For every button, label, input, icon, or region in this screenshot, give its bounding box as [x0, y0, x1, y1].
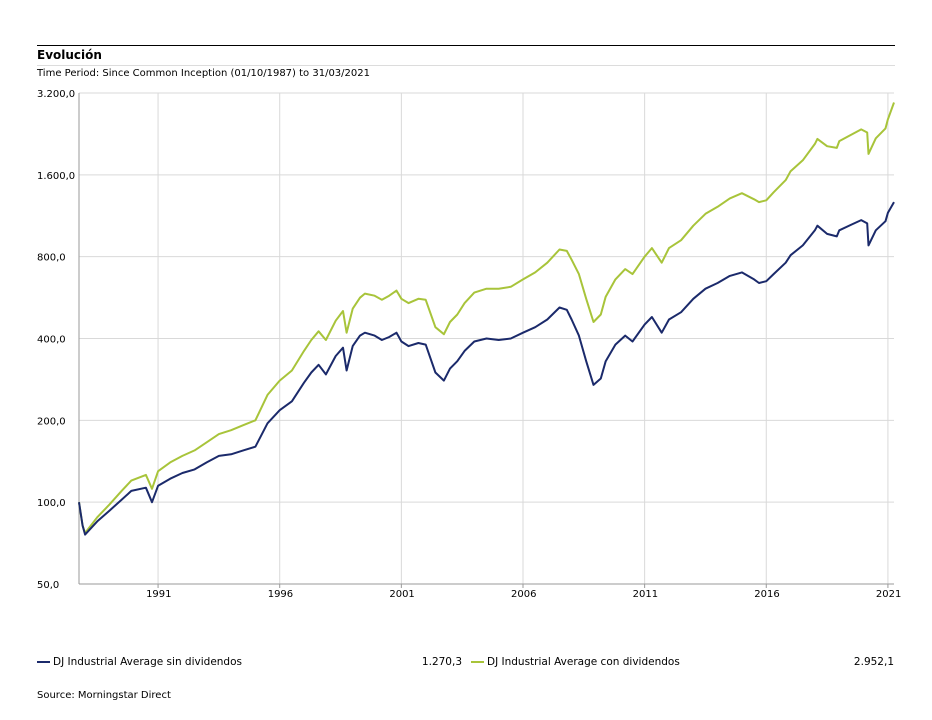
x-tick-label: 2011: [633, 589, 658, 600]
y-tick-label: 50,0: [37, 580, 59, 591]
x-tick-label: 2006: [511, 589, 536, 600]
legend-item-sin-dividendos: DJ Industrial Average sin dividendos: [37, 656, 242, 668]
subtitle-rule: [37, 65, 895, 66]
y-tick-label: 800,0: [37, 253, 66, 264]
x-tick-label: 1991: [146, 589, 171, 600]
line-chart: 50,0 100,0 200,0 400,0 800,0 1.600,0 3.200,0 19…: [37, 89, 901, 600]
y-tick-label: 3.200,0: [37, 89, 75, 100]
header-rule: [37, 45, 895, 46]
legend-label-sin-dividendos: DJ Industrial Average sin dividendos: [53, 656, 242, 668]
legend-value-con-dividendos: 2.952,1: [853, 656, 894, 668]
legend-value-sin-dividendos: 1.270,3: [421, 656, 462, 668]
grid-lines: [79, 92, 894, 585]
y-tick-label: 1.600,0: [37, 171, 75, 182]
legend-swatch-con-dividendos: [471, 661, 484, 663]
legend-item-con-dividendos: DJ Industrial Average con dividendos: [471, 656, 680, 668]
series-line-sin-dividendos: [78, 201, 895, 536]
x-tick-label: 2016: [754, 589, 779, 600]
chart-title: Evolución: [37, 48, 102, 62]
y-tick-label: 100,0: [37, 498, 66, 509]
series-line-con-dividendos: [78, 102, 895, 534]
legend-label-con-dividendos: DJ Industrial Average con dividendos: [487, 656, 680, 668]
series-lines: [78, 102, 895, 536]
y-tick-label: 400,0: [37, 335, 66, 346]
y-tick-label: 200,0: [37, 416, 66, 427]
tick-labels: 50,0 100,0 200,0 400,0 800,0 1.600,0 3.200,0 19…: [37, 89, 901, 600]
legend-swatch-sin-dividendos: [37, 661, 50, 663]
x-tick-label: 2021: [876, 589, 901, 600]
axes: [78, 93, 894, 588]
chart-subtitle: Time Period: Since Common Inception (01/…: [37, 68, 370, 79]
x-tick-label: 1996: [268, 589, 293, 600]
source-note: Source: Morningstar Direct: [37, 690, 171, 701]
x-tick-label: 2001: [389, 589, 414, 600]
